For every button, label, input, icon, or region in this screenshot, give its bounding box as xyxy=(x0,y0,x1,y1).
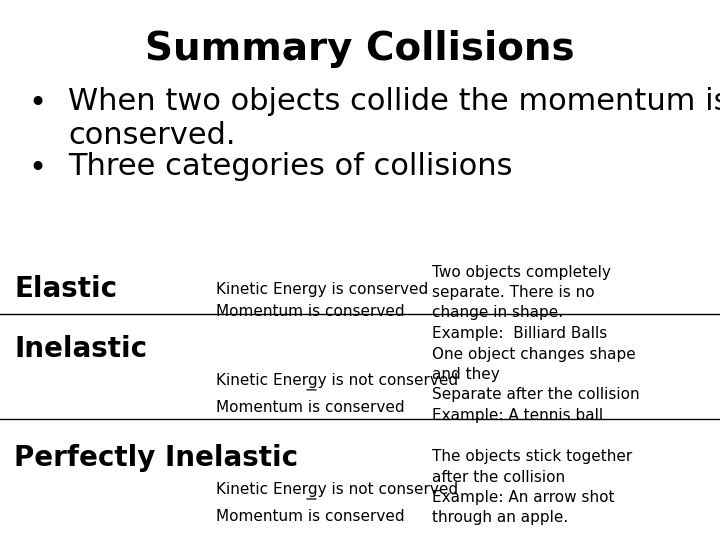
Text: When two objects collide the momentum is: When two objects collide the momentum is xyxy=(68,87,720,117)
Text: Summary Collisions: Summary Collisions xyxy=(145,30,575,68)
Text: •: • xyxy=(29,89,47,118)
Text: The objects stick together
after the collision
Example: An arrow shot
through an: The objects stick together after the col… xyxy=(432,449,632,525)
Text: Perfectly Inelastic: Perfectly Inelastic xyxy=(14,444,299,472)
Text: Kinetic Energy is conserved
Momentum is conserved: Kinetic Energy is conserved Momentum is … xyxy=(216,282,428,319)
Text: One object changes shape
and they
Separate after the collision
Example: A tennis: One object changes shape and they Separa… xyxy=(432,347,639,423)
Text: Three categories of collisions: Three categories of collisions xyxy=(68,152,513,181)
Text: Momentum is conserved: Momentum is conserved xyxy=(216,400,405,415)
Text: Two objects completely
separate. There is no
change in shape.
Example:  Billiard: Two objects completely separate. There i… xyxy=(432,265,611,341)
Text: Elastic: Elastic xyxy=(14,275,117,303)
Text: •: • xyxy=(29,154,47,183)
Text: Kinetic Energy is not conserved: Kinetic Energy is not conserved xyxy=(216,373,458,388)
Text: Momentum is conserved: Momentum is conserved xyxy=(216,509,405,524)
Text: conserved.: conserved. xyxy=(68,122,236,151)
Text: Inelastic: Inelastic xyxy=(14,335,148,363)
Text: Kinetic Energy is not conserved: Kinetic Energy is not conserved xyxy=(216,482,458,497)
